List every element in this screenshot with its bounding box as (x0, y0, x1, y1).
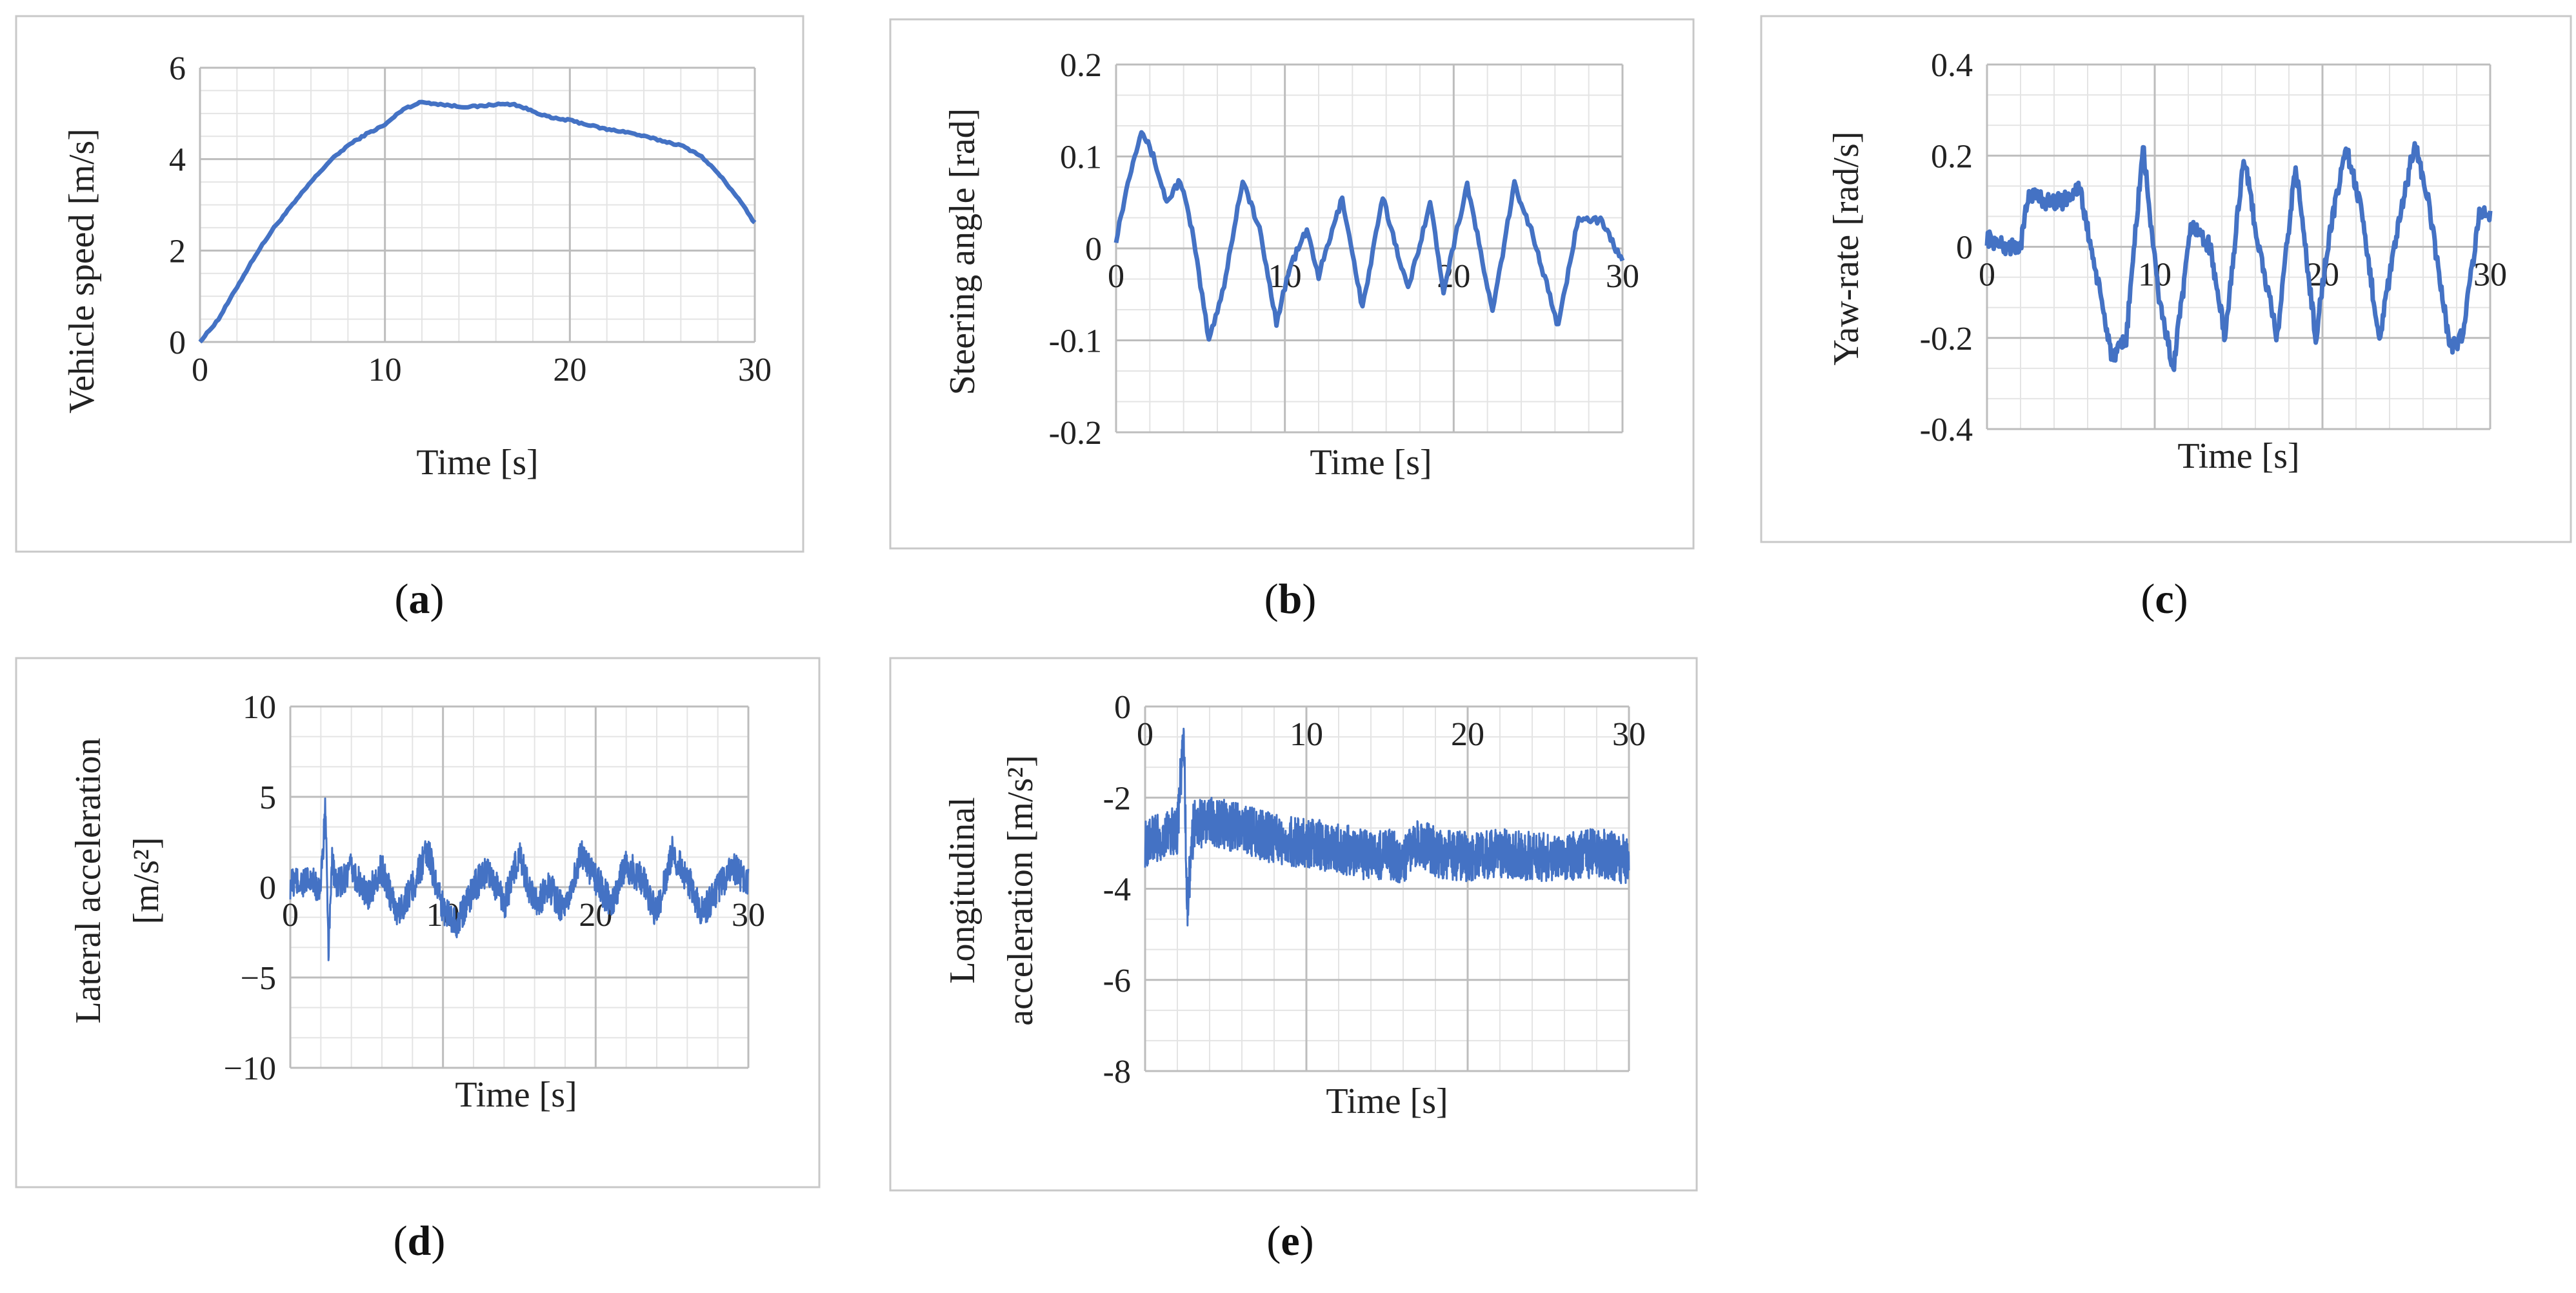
y-tick-label: -0.1 (1049, 323, 1102, 360)
y-tick-label: 0.2 (1060, 47, 1102, 84)
y-axis-title: Yaw-rate [rad/s] (1826, 132, 1866, 366)
x-tick-label: 20 (553, 352, 586, 388)
panel-caption: (d) (394, 1218, 446, 1265)
x-tick-label: 20 (1451, 716, 1484, 753)
y-tick-label: 0 (1956, 230, 1973, 266)
y-tick-label: 0 (1085, 231, 1102, 268)
x-tick-label: 10 (368, 352, 402, 388)
y-tick-label: 10 (243, 689, 276, 726)
x-tick-label: 0 (282, 897, 299, 934)
y-tick-label: 2 (169, 233, 186, 270)
x-tick-label: 30 (732, 897, 765, 934)
y-tick-label: -0.2 (1049, 415, 1102, 452)
chart-frame (1760, 15, 2572, 543)
grid (199, 66, 756, 343)
x-tick-label: 0 (1108, 258, 1124, 295)
y-tick-label: 6 (169, 50, 186, 87)
x-axis-title: Time [s] (1326, 1081, 1448, 1121)
chart-panel-a: 0 2 4 6 0 10 20 30 Time [s] Vehicle speed [m/s] (a… (15, 15, 804, 623)
y-tick-label: -8 (1103, 1054, 1131, 1090)
panel-caption: (a) (395, 576, 444, 623)
grid (1986, 63, 2491, 430)
x-axis-title: Time [s] (416, 443, 538, 483)
x-tick-label: 30 (738, 352, 772, 388)
y-tick-label: -0.4 (1920, 412, 1973, 448)
x-tick-label: 0 (192, 352, 208, 388)
series-line-e (1144, 727, 1630, 927)
series-line-d (289, 797, 750, 961)
y-axis-title-line: acceleration [m/s²] (1001, 755, 1041, 1025)
y-tick-label: 0.4 (1931, 47, 1973, 84)
y-axis-title: Steering angle [rad] (943, 108, 983, 396)
panel-caption: (b) (1264, 576, 1317, 623)
y-tick-label: -2 (1103, 780, 1131, 817)
series-line-a (198, 99, 757, 344)
chart-frame (15, 15, 804, 553)
x-tick-label: 0 (1137, 716, 1153, 753)
grid (1144, 705, 1630, 1072)
y-axis-title: Vehicle speed [m/s] (62, 128, 102, 414)
y-tick-label: 0.2 (1931, 138, 1973, 175)
y-tick-label: -0.2 (1920, 321, 1973, 357)
x-tick-label: 30 (1612, 716, 1646, 753)
y-tick-label: 5 (259, 779, 276, 816)
grid (1115, 63, 1624, 434)
x-tick-label: 0 (1979, 257, 1995, 294)
x-tick-label: 30 (1606, 258, 1639, 295)
y-tick-label: 0 (259, 870, 276, 907)
chart-frame (15, 657, 821, 1188)
y-tick-label: 0.1 (1060, 139, 1102, 176)
chart-frame (889, 657, 1698, 1192)
y-tick-label: 0 (1114, 689, 1131, 726)
series-line-b (1113, 130, 1625, 342)
grid (289, 705, 750, 1069)
chart-panels: 0 2 4 6 0 10 20 30 Time [s] Vehicle speed [m/s] (a… (15, 15, 2572, 1265)
y-tick-label: -6 (1103, 963, 1131, 999)
y-tick-label: -4 (1103, 872, 1131, 908)
chart-frame (889, 18, 1695, 550)
x-tick-label: 10 (1290, 716, 1323, 753)
x-axis-title: Time [s] (1310, 443, 1432, 483)
x-tick-label: 30 (2473, 257, 2507, 294)
y-axis-title-line: [m/s²] (126, 837, 166, 925)
y-axis-title-line: Lateral acceleration (68, 738, 108, 1024)
y-tick-label: 0 (169, 325, 186, 361)
series-line-c (1984, 141, 2493, 372)
y-tick-label: −10 (224, 1050, 276, 1087)
y-tick-label: 4 (169, 142, 186, 179)
x-axis-title: Time [s] (455, 1075, 577, 1115)
panel-caption: (e) (1266, 1218, 1313, 1265)
y-axis-title-line: Longitudinal (943, 797, 983, 983)
x-axis-title: Time [s] (2177, 436, 2299, 476)
y-tick-label: −5 (241, 960, 276, 997)
panel-caption: (c) (2141, 576, 2188, 623)
